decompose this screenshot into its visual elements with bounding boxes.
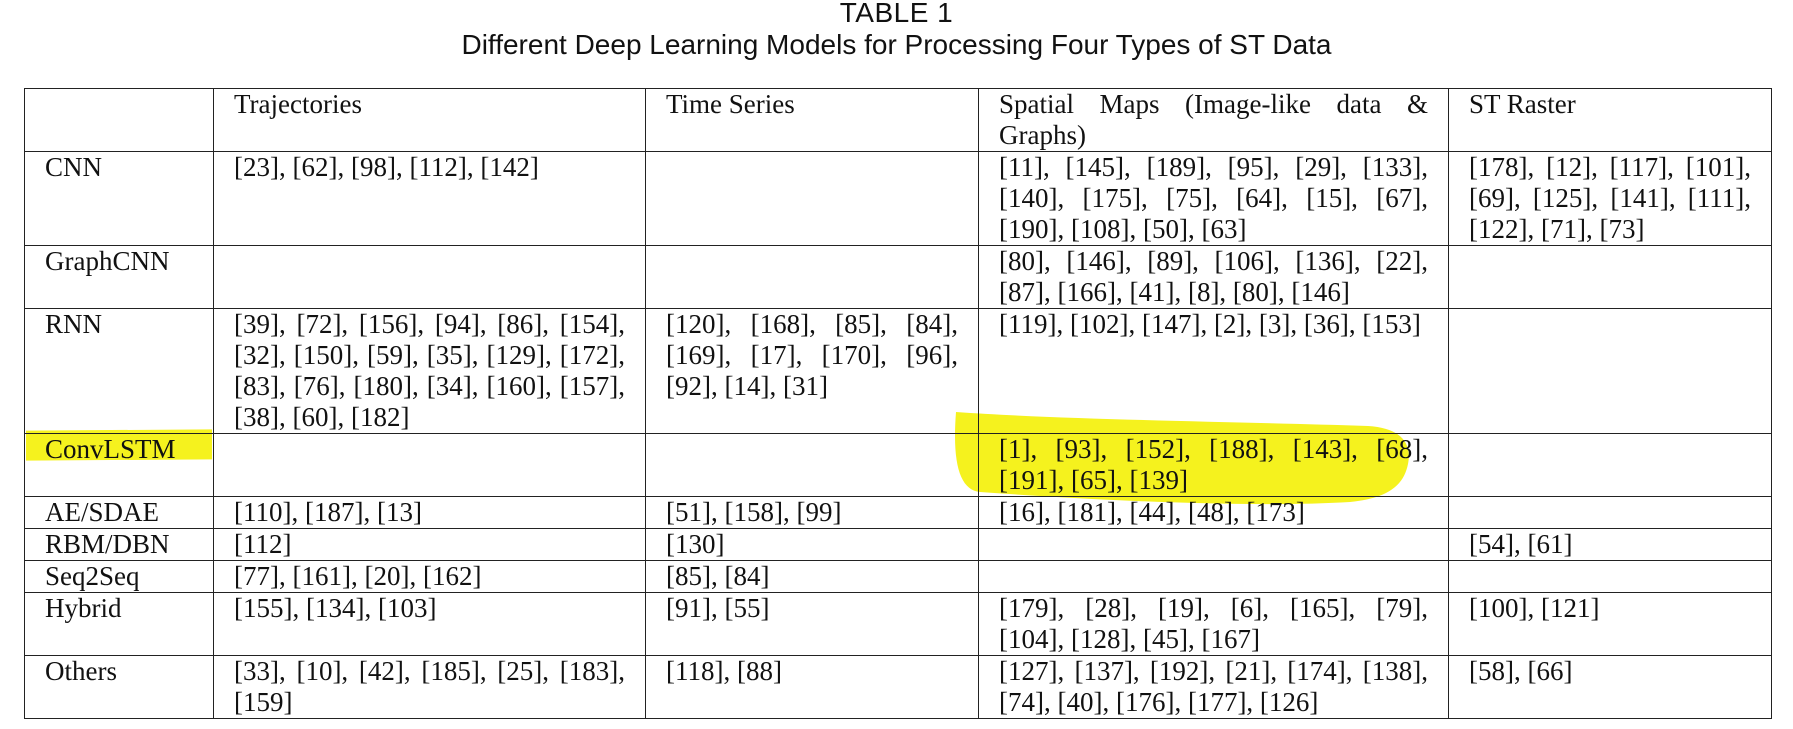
- cell-spatial-maps: [80], [146], [89], [106], [136], [22], […: [978, 245, 1449, 309]
- cell-time-series: [645, 151, 979, 246]
- table-row-convlstm: ConvLSTM [1], [93], [152], [188], [143],…: [24, 433, 1772, 497]
- cell-st-raster: [100], [121]: [1448, 592, 1772, 656]
- table-row-graphcnn: GraphCNN [80], [146], [89], [106], [136]…: [24, 245, 1772, 309]
- cell-time-series: [120], [168], [85], [84], [169], [17], […: [645, 308, 979, 434]
- table-row-cnn: CNN [23], [62], [98], [112], [142] [11],…: [24, 151, 1772, 246]
- cell-st-raster: [54], [61]: [1448, 528, 1772, 561]
- cell-st-raster: [178], [12], [117], [101], [69], [125], …: [1448, 151, 1772, 246]
- table-row-ae-sdae: AE/SDAE [110], [187], [13] [51], [158], …: [24, 496, 1772, 529]
- table-number: TABLE 1: [839, 0, 954, 28]
- cell-time-series: [85], [84]: [645, 560, 979, 593]
- cell-st-raster: [1448, 496, 1772, 529]
- cell-spatial-maps: [127], [137], [192], [21], [174], [138],…: [978, 655, 1449, 719]
- row-label: ConvLSTM: [24, 433, 214, 497]
- header-time-series: Time Series: [645, 88, 979, 152]
- cell-st-raster: [58], [66]: [1448, 655, 1772, 719]
- row-label: RBM/DBN: [24, 528, 214, 561]
- table-row-hybrid: Hybrid [155], [134], [103] [91], [55] [1…: [24, 592, 1772, 656]
- row-label: RNN: [24, 308, 214, 434]
- cell-st-raster: [1448, 245, 1772, 309]
- cell-trajectories: [112]: [213, 528, 646, 561]
- row-label: AE/SDAE: [24, 496, 214, 529]
- cell-trajectories: [39], [72], [156], [94], [86], [154], [3…: [213, 308, 646, 434]
- cell-st-raster: [1448, 560, 1772, 593]
- row-label: CNN: [24, 151, 214, 246]
- cell-spatial-maps: [119], [102], [147], [2], [3], [36], [15…: [978, 308, 1449, 434]
- table-row-others: Others [33], [10], [42], [185], [25], [1…: [24, 655, 1772, 719]
- table-row-seq2seq: Seq2Seq [77], [161], [20], [162] [85], […: [24, 560, 1772, 593]
- cell-time-series: [645, 245, 979, 309]
- header-corner: [24, 88, 214, 152]
- cell-spatial-maps: [1], [93], [152], [188], [143], [68], [1…: [978, 433, 1449, 497]
- cell-trajectories: [23], [62], [98], [112], [142]: [213, 151, 646, 246]
- cell-spatial-maps: [16], [181], [44], [48], [173]: [978, 496, 1449, 529]
- cell-trajectories: [155], [134], [103]: [213, 592, 646, 656]
- cell-spatial-maps: [978, 560, 1449, 593]
- cell-trajectories: [33], [10], [42], [185], [25], [183], [1…: [213, 655, 646, 719]
- cell-spatial-maps: [179], [28], [19], [6], [165], [79], [10…: [978, 592, 1449, 656]
- header-spatial-maps: Spatial Maps (Image-like data & Graphs): [978, 88, 1449, 152]
- row-label: Others: [24, 655, 214, 719]
- cell-time-series: [118], [88]: [645, 655, 979, 719]
- table-title: Different Deep Learning Models for Proce…: [461, 29, 1332, 60]
- row-label: Hybrid: [24, 592, 214, 656]
- cell-spatial-maps: [978, 528, 1449, 561]
- cell-time-series: [645, 433, 979, 497]
- cell-st-raster: [1448, 308, 1772, 434]
- cell-trajectories: [213, 245, 646, 309]
- deep-learning-models-table: Trajectories Time Series Spatial Maps (I…: [24, 88, 1772, 719]
- header-st-raster: ST Raster: [1448, 88, 1772, 152]
- row-label: GraphCNN: [24, 245, 214, 309]
- cell-time-series: [91], [55]: [645, 592, 979, 656]
- table-row-rnn: RNN [39], [72], [156], [94], [86], [154]…: [24, 308, 1772, 434]
- cell-trajectories: [213, 433, 646, 497]
- header-trajectories: Trajectories: [213, 88, 646, 152]
- cell-trajectories: [110], [187], [13]: [213, 496, 646, 529]
- cell-time-series: [51], [158], [99]: [645, 496, 979, 529]
- row-label: Seq2Seq: [24, 560, 214, 593]
- cell-time-series: [130]: [645, 528, 979, 561]
- cell-st-raster: [1448, 433, 1772, 497]
- header-row: Trajectories Time Series Spatial Maps (I…: [24, 88, 1772, 152]
- cell-trajectories: [77], [161], [20], [162]: [213, 560, 646, 593]
- table-row-rbm-dbn: RBM/DBN [112] [130] [54], [61]: [24, 528, 1772, 561]
- cell-spatial-maps: [11], [145], [189], [95], [29], [133], […: [978, 151, 1449, 246]
